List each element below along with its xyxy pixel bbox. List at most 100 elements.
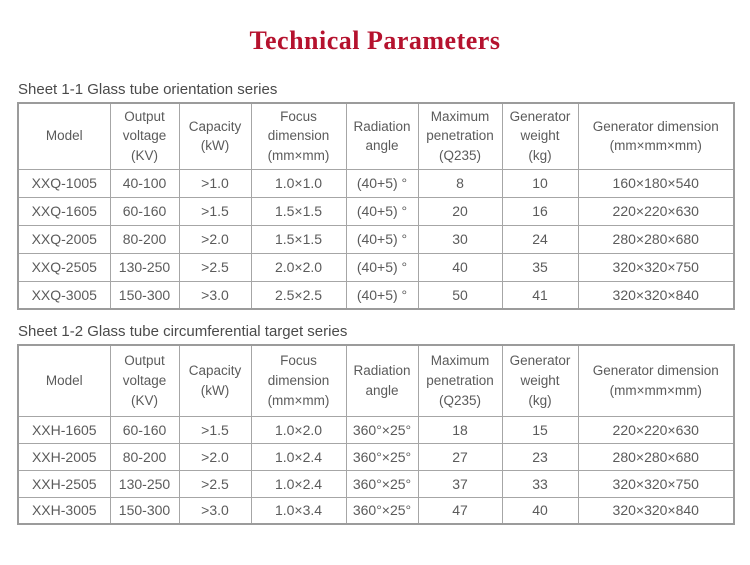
table-row: XXH-3005 150-300 >3.0 1.0×3.4 360°×25° 47 40 32… xyxy=(17,496,735,525)
table-cell: 1.0×3.4 xyxy=(250,496,347,525)
table-cell: 27 xyxy=(417,442,503,471)
table-cell: (40+5) ° xyxy=(345,224,419,254)
table-cell: >1.0 xyxy=(178,168,252,198)
table-cell: >1.5 xyxy=(178,196,252,226)
table-cell: 41 xyxy=(501,280,579,310)
sheet-1-2-caption: Sheet 1-2 Glass tube circumferential tar… xyxy=(18,323,348,340)
table-cell: 37 xyxy=(417,469,503,498)
table-cell: 160×180×540 xyxy=(577,168,735,198)
column-header: Output voltage (KV) xyxy=(109,102,180,170)
header-row: Model Output voltage (KV) Capacity (kW) Foc… xyxy=(17,344,735,417)
table-cell: XXH-1605 xyxy=(17,415,111,444)
table-cell: (40+5) ° xyxy=(345,252,419,282)
table-cell: 220×220×630 xyxy=(577,415,735,444)
column-header: Generator dimension (mm×mm×mm) xyxy=(577,344,735,417)
table-cell: 320×320×750 xyxy=(577,252,735,282)
column-header: Generator weight (kg) xyxy=(501,102,579,170)
table-cell: XXQ-2005 xyxy=(17,224,111,254)
table-cell: 360°×25° xyxy=(345,496,419,525)
column-header: Maximum penetration (Q235) xyxy=(417,102,503,170)
column-header: Focus dimension (mm×mm) xyxy=(250,344,347,417)
table-cell: 1.0×1.0 xyxy=(250,168,347,198)
table-cell: >2.5 xyxy=(178,252,252,282)
table-cell: 130-250 xyxy=(109,469,180,498)
column-header: Generator dimension (mm×mm×mm) xyxy=(577,102,735,170)
table-cell: 24 xyxy=(501,224,579,254)
column-header: Capacity (kW) xyxy=(178,102,252,170)
table-cell: 80-200 xyxy=(109,224,180,254)
column-header: Model xyxy=(17,102,111,170)
column-header: Model xyxy=(17,344,111,417)
table-cell: >1.5 xyxy=(178,415,252,444)
table-cell: 16 xyxy=(501,196,579,226)
table-cell: (40+5) ° xyxy=(345,168,419,198)
table-cell: 360°×25° xyxy=(345,442,419,471)
table-row: XXH-1605 60-160 >1.5 1.0×2.0 360°×25° 18 15 220… xyxy=(17,415,735,444)
table-cell: 1.5×1.5 xyxy=(250,224,347,254)
table-cell: 40 xyxy=(501,496,579,525)
table-row: XXQ-2505 130-250 >2.5 2.0×2.0 (40+5) ° 40 35 32… xyxy=(17,252,735,282)
table-cell: XXQ-2505 xyxy=(17,252,111,282)
table-cell: 320×320×750 xyxy=(577,469,735,498)
table-cell: 35 xyxy=(501,252,579,282)
table-cell: 15 xyxy=(501,415,579,444)
table-cell: 50 xyxy=(417,280,503,310)
table-cell: 280×280×680 xyxy=(577,224,735,254)
table-cell: XXQ-1005 xyxy=(17,168,111,198)
table-cell: XXQ-3005 xyxy=(17,280,111,310)
table-cell: >2.0 xyxy=(178,442,252,471)
table-cell: 280×280×680 xyxy=(577,442,735,471)
table-row: XXQ-2005 80-200 >2.0 1.5×1.5 (40+5) ° 30 24 280… xyxy=(17,224,735,254)
sheet-1-1-section: Sheet 1-1 Glass tube orientation series … xyxy=(17,81,750,310)
table-cell: 150-300 xyxy=(109,496,180,525)
table-cell: 1.5×1.5 xyxy=(250,196,347,226)
table-cell: XXH-2005 xyxy=(17,442,111,471)
table-cell: 30 xyxy=(417,224,503,254)
table-row: XXQ-1005 40-100 >1.0 1.0×1.0 (40+5) ° 8 10 160×… xyxy=(17,168,735,198)
table-cell: XXQ-1605 xyxy=(17,196,111,226)
column-header: Focus dimension (mm×mm) xyxy=(250,102,347,170)
table-cell: 130-250 xyxy=(109,252,180,282)
table-cell: >3.0 xyxy=(178,496,252,525)
table-cell: 1.0×2.4 xyxy=(250,442,347,471)
table-cell: >2.0 xyxy=(178,224,252,254)
table-row: XXH-2505 130-250 >2.5 1.0×2.4 360°×25° 37 33 32… xyxy=(17,469,735,498)
table-cell: 60-160 xyxy=(109,196,180,226)
table-row: XXQ-3005 150-300 >3.0 2.5×2.5 (40+5) ° 50 41 32… xyxy=(17,280,735,310)
table-cell: 1.0×2.4 xyxy=(250,469,347,498)
table-cell: 2.5×2.5 xyxy=(250,280,347,310)
table-cell: 33 xyxy=(501,469,579,498)
table-cell: 320×320×840 xyxy=(577,496,735,525)
table-cell: >3.0 xyxy=(178,280,252,310)
table-cell: 1.0×2.0 xyxy=(250,415,347,444)
table-cell: 220×220×630 xyxy=(577,196,735,226)
table-cell: 8 xyxy=(417,168,503,198)
table-cell: 20 xyxy=(417,196,503,226)
table-cell: 80-200 xyxy=(109,442,180,471)
table-cell: 40 xyxy=(417,252,503,282)
page-title: Technical Parameters xyxy=(249,26,501,55)
column-header: Capacity (kW) xyxy=(178,344,252,417)
glass-tube-circumferential-table: Model Output voltage (KV) Capacity (kW) Foc… xyxy=(17,344,735,525)
table-cell: 150-300 xyxy=(109,280,180,310)
table-cell: XXH-2505 xyxy=(17,469,111,498)
table-cell: 2.0×2.0 xyxy=(250,252,347,282)
column-header: Radiation angle xyxy=(345,102,419,170)
table-cell: (40+5) ° xyxy=(345,196,419,226)
table-cell: 23 xyxy=(501,442,579,471)
table-cell: 18 xyxy=(417,415,503,444)
column-header: Output voltage (KV) xyxy=(109,344,180,417)
table-cell: 47 xyxy=(417,496,503,525)
sheet-1-2-section: Sheet 1-2 Glass tube circumferential tar… xyxy=(17,323,750,525)
table-cell: 10 xyxy=(501,168,579,198)
table-row: XXH-2005 80-200 >2.0 1.0×2.4 360°×25° 27 23 280… xyxy=(17,442,735,471)
table-cell: 60-160 xyxy=(109,415,180,444)
table-row: XXQ-1605 60-160 >1.5 1.5×1.5 (40+5) ° 20 16 220… xyxy=(17,196,735,226)
column-header: Maximum penetration (Q235) xyxy=(417,344,503,417)
sheet-1-1-caption: Sheet 1-1 Glass tube orientation series xyxy=(18,81,278,98)
table-cell: 40-100 xyxy=(109,168,180,198)
glass-tube-orientation-table: Model Output voltage (KV) Capacity (kW) Foc… xyxy=(17,102,735,310)
column-header: Radiation angle xyxy=(345,344,419,417)
table-cell: >2.5 xyxy=(178,469,252,498)
header-row: Model Output voltage (KV) Capacity (kW) Foc… xyxy=(17,102,735,170)
